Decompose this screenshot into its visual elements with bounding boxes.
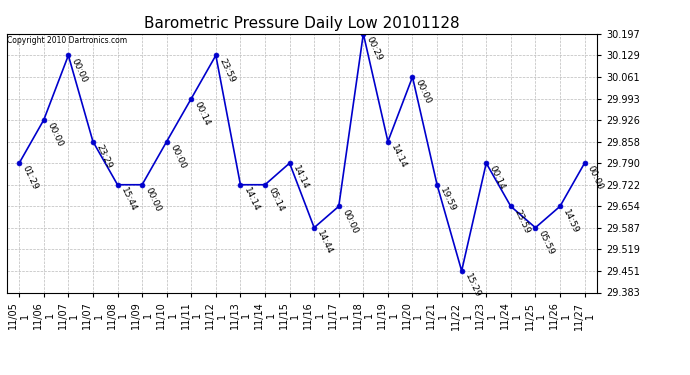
Text: 00:00: 00:00 xyxy=(70,57,89,84)
Text: 14:59: 14:59 xyxy=(562,208,580,235)
Text: Copyright 2010 Dartronics.com: Copyright 2010 Dartronics.com xyxy=(8,36,128,45)
Text: 01:29: 01:29 xyxy=(21,165,39,192)
Text: 14:14: 14:14 xyxy=(241,186,261,213)
Text: 00:14: 00:14 xyxy=(488,165,506,192)
Text: 14:44: 14:44 xyxy=(315,229,335,256)
Text: 00:00: 00:00 xyxy=(168,143,187,170)
Text: 23:59: 23:59 xyxy=(217,57,236,84)
Text: 14:14: 14:14 xyxy=(389,143,408,170)
Text: 15:44: 15:44 xyxy=(119,186,138,213)
Text: 00:00: 00:00 xyxy=(586,165,605,192)
Text: 05:14: 05:14 xyxy=(266,186,286,213)
Text: 23:59: 23:59 xyxy=(512,208,531,235)
Text: 00:00: 00:00 xyxy=(144,186,163,213)
Text: 23:29: 23:29 xyxy=(95,143,113,170)
Text: 15:29: 15:29 xyxy=(463,272,482,299)
Text: 19:59: 19:59 xyxy=(438,186,457,213)
Text: 00:14: 00:14 xyxy=(193,100,212,127)
Text: 14:14: 14:14 xyxy=(291,165,310,192)
Text: 00:29: 00:29 xyxy=(365,35,384,62)
Title: Barometric Pressure Daily Low 20101128: Barometric Pressure Daily Low 20101128 xyxy=(144,16,460,31)
Text: 00:00: 00:00 xyxy=(340,208,359,235)
Text: 00:00: 00:00 xyxy=(414,78,433,106)
Text: 00:00: 00:00 xyxy=(45,121,64,148)
Text: 05:59: 05:59 xyxy=(537,229,556,256)
